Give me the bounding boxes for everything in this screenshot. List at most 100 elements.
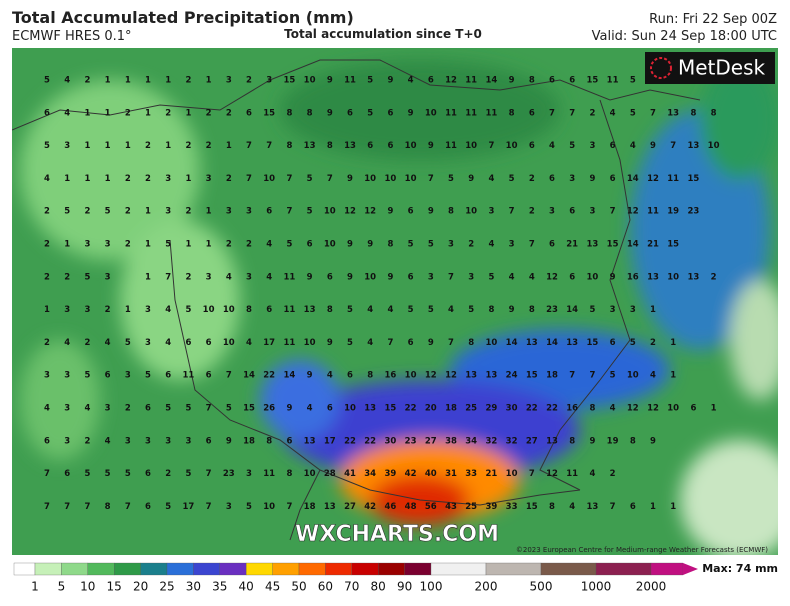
grid-value: 2 — [185, 141, 191, 151]
grid-value: 7 — [266, 141, 272, 151]
grid-value: 7 — [509, 207, 515, 217]
grid-value: 9 — [327, 108, 333, 118]
grid-value: 4 — [387, 305, 393, 315]
colorbar: 1 5 10 15 20 25 30 35 40 45 50 60 70 80 90 100 200 500 100… — [13, 562, 698, 594]
colorbar-label: 20 — [133, 580, 148, 594]
grid-value: 8 — [630, 436, 636, 446]
grid-value: 2 — [529, 207, 535, 217]
grid-value: 3 — [226, 207, 232, 217]
grid-value: 46 — [384, 502, 396, 512]
grid-value: 4 — [569, 502, 575, 512]
grid-value: 3 — [125, 436, 131, 446]
grid-value: 8 — [246, 305, 252, 315]
grid-value: 2 — [125, 240, 131, 250]
grid-value: 38 — [445, 436, 457, 446]
grid-value: 33 — [506, 502, 518, 512]
grid-value: 13 — [304, 436, 316, 446]
colorbar-swatch — [540, 562, 597, 576]
grid-value: 13 — [566, 338, 578, 348]
grid-value: 5 — [408, 240, 414, 250]
colorbar-swatch — [325, 562, 352, 576]
grid-value: 1 — [105, 76, 111, 86]
grid-value: 3 — [64, 141, 70, 151]
grid-value: 15 — [283, 76, 295, 86]
grid-value: 5 — [367, 76, 373, 86]
grid-value: 1 — [125, 305, 131, 315]
grid-value: 10 — [667, 272, 679, 282]
colorbar-label: 500 — [530, 580, 553, 594]
grid-value: 9 — [327, 76, 333, 86]
grid-value: 30 — [506, 404, 518, 414]
grid-value: 17 — [324, 436, 336, 446]
grid-value: 6 — [549, 76, 555, 86]
grid-value: 3 — [226, 76, 232, 86]
grid-value: 13 — [526, 338, 538, 348]
grid-value: 15 — [526, 371, 538, 381]
colorbar-swatch — [272, 562, 300, 576]
grid-value: 6 — [145, 404, 151, 414]
grid-value: 11 — [465, 76, 477, 86]
grid-value: 14 — [566, 305, 578, 315]
grid-value: 9 — [408, 108, 414, 118]
grid-value: 4 — [589, 469, 595, 479]
grid-value: 13 — [465, 371, 477, 381]
run-time: Run: Fri 22 Sep 00Z — [649, 12, 777, 27]
grid-value: 10 — [708, 141, 720, 151]
grid-value: 11 — [647, 207, 659, 217]
grid-value: 3 — [105, 240, 111, 250]
grid-value: 8 — [509, 108, 515, 118]
grid-value: 5 — [347, 338, 353, 348]
grid-value: 2 — [44, 207, 50, 217]
grid-value: 4 — [44, 174, 50, 184]
grid-value: 6 — [206, 371, 212, 381]
grid-value: 2 — [84, 207, 90, 217]
grid-value: 6 — [206, 338, 212, 348]
grid-value: 11 — [445, 141, 457, 151]
grid-value: 6 — [105, 371, 111, 381]
grid-value: 14 — [627, 240, 639, 250]
colorbar-label: 60 — [318, 580, 333, 594]
grid-value: 10 — [627, 371, 639, 381]
grid-value: 4 — [650, 371, 656, 381]
grid-value: 3 — [105, 404, 111, 414]
grid-value: 4 — [509, 272, 515, 282]
grid-value: 3 — [84, 240, 90, 250]
grid-value: 3 — [84, 305, 90, 315]
grid-value: 12 — [546, 272, 558, 282]
grid-value: 7 — [428, 174, 434, 184]
colorbar-swatch — [166, 562, 194, 576]
grid-value: 34 — [364, 469, 376, 479]
grid-value: 27 — [526, 436, 538, 446]
grid-value: 9 — [509, 305, 515, 315]
grid-value: 5 — [589, 305, 595, 315]
grid-value: 29 — [485, 404, 497, 414]
grid-value: 13 — [364, 404, 376, 414]
grid-value: 5 — [105, 207, 111, 217]
grid-value: 1 — [711, 404, 717, 414]
grid-value: 2 — [84, 76, 90, 86]
grid-value: 13 — [546, 436, 558, 446]
grid-value: 10 — [324, 207, 336, 217]
grid-value: 1 — [650, 305, 656, 315]
grid-value: 2 — [246, 240, 252, 250]
grid-value: 7 — [44, 502, 50, 512]
colorbar-label: 50 — [291, 580, 306, 594]
grid-value: 6 — [206, 436, 212, 446]
grid-value: 8 — [549, 502, 555, 512]
grid-value: 9 — [387, 272, 393, 282]
grid-value: 15 — [263, 108, 275, 118]
grid-value: 4 — [307, 404, 313, 414]
grid-value: 3 — [64, 404, 70, 414]
grid-value: 6 — [246, 108, 252, 118]
grid-value: 4 — [408, 76, 414, 86]
grid-value: 9 — [509, 76, 515, 86]
grid-value: 1 — [165, 76, 171, 86]
grid-value: 48 — [405, 502, 417, 512]
grid-value: 9 — [650, 436, 656, 446]
grid-value: 1 — [650, 502, 656, 512]
grid-value: 6 — [307, 240, 313, 250]
grid-value: 5 — [44, 76, 50, 86]
grid-value: 7 — [165, 272, 171, 282]
grid-value: 3 — [145, 436, 151, 446]
max-label: Max: 74 mm — [702, 562, 778, 575]
